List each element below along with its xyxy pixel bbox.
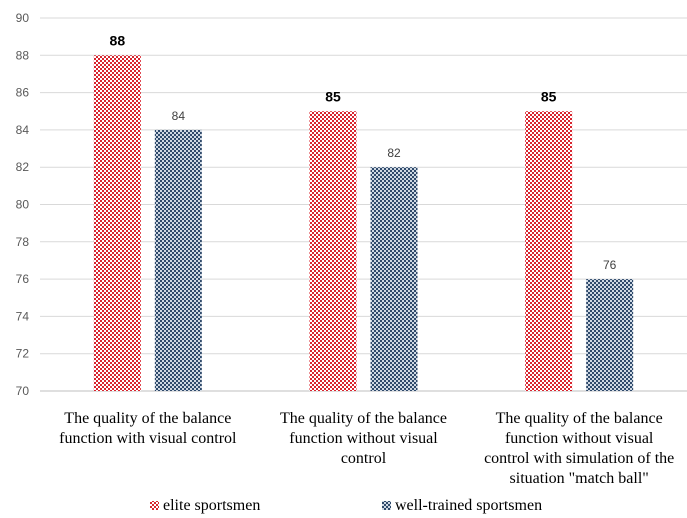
y-tick-label: 90: [16, 11, 30, 25]
category-labels: The quality of the balance function with …: [59, 410, 674, 487]
x-category-label: control: [341, 450, 387, 467]
bar-well-trained-3: [586, 279, 634, 391]
y-tick-label: 80: [16, 198, 30, 212]
x-category-label: function with visual control: [59, 430, 237, 447]
data-label: 85: [325, 88, 341, 104]
y-tick-label: 70: [16, 384, 30, 398]
x-category-label: function without visual: [505, 430, 654, 447]
y-tick-label: 78: [16, 235, 30, 249]
y-tick-label: 84: [16, 123, 30, 137]
bars: [93, 55, 634, 392]
x-category-label: function without visual: [289, 430, 438, 447]
x-category-label: The quality of the balance: [280, 410, 447, 427]
data-label: 76: [603, 258, 617, 272]
bar-well-trained-2: [370, 167, 418, 391]
x-category-label: The quality of the balance: [64, 410, 231, 427]
y-tick-label: 86: [16, 86, 30, 100]
y-tick-label: 88: [16, 48, 30, 62]
data-labels: 88 84 85 82 85 76: [110, 32, 617, 272]
x-category-label: situation "match ball": [510, 470, 649, 487]
x-category-label: The quality of the balance: [496, 410, 663, 427]
legend-swatch-well-trained: [382, 501, 391, 510]
x-category-label: control with simulation of the: [484, 450, 674, 467]
bar-elite-3: [525, 111, 573, 391]
legend-label-well-trained: well-trained sportsmen: [395, 497, 542, 514]
data-label: 85: [541, 88, 557, 104]
legend-swatch-elite: [150, 501, 159, 510]
y-tick-label: 76: [16, 272, 30, 286]
data-label: 88: [110, 32, 126, 48]
bar-elite-1: [93, 55, 141, 392]
y-tick-label: 74: [16, 309, 30, 323]
gridlines: [40, 17, 687, 392]
y-tick-label: 72: [16, 347, 30, 361]
legend: elite sportsmen well-trained sportsmen: [150, 497, 542, 514]
legend-label-elite: elite sportsmen: [163, 497, 260, 514]
y-tick-label: 82: [16, 160, 30, 174]
data-label: 82: [387, 146, 401, 160]
data-label: 84: [172, 109, 186, 123]
bar-well-trained-1: [154, 129, 202, 391]
bar-elite-2: [309, 111, 357, 391]
y-axis: 70 72 74 76 78 80 82 84 86 88 90: [16, 11, 687, 398]
